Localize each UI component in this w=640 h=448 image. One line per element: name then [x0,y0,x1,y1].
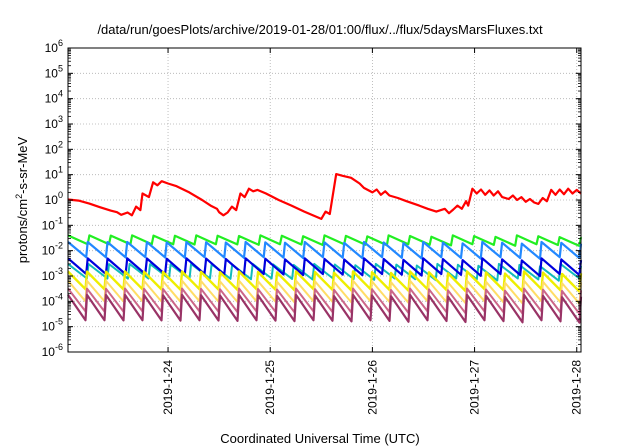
series-line-5 [67,257,583,278]
plot-frame [67,47,582,353]
axis-ticks: 10-6 10-5 10-4 10-3 10-2 10-1 100 101 102 103 104 1… [42,38,584,415]
x-axis-label: Coordinated Universal Time (UTC) [220,431,419,446]
x-tick-label: 2019-1-26 [365,360,379,415]
y-tick-label: 103 [45,114,63,131]
data-series [67,173,583,324]
y-tick-label: 10-6 [42,342,63,359]
y-tick-label: 10-5 [42,317,63,334]
y-tick-label: 10-4 [42,291,63,308]
y-tick-label: 105 [45,63,63,80]
y-axis-label-superscript: 2 [14,194,24,199]
y-axis-label: protons/cm2-s-sr-MeV [14,136,30,263]
y-axis-label-main: protons/cm [15,199,30,263]
y-axis-label-rest: -s-sr-MeV [15,136,30,193]
y-tick-label: 100 [45,190,63,207]
y-tick-label: 10-1 [42,215,63,232]
series-line-3 [67,240,583,260]
series-line-1 [67,173,582,220]
x-tick-label: 2019-1-27 [468,360,482,415]
x-tick-label: 2019-1-24 [161,360,175,415]
y-tick-label: 106 [45,38,63,55]
chart-title: /data/run/goesPlots/archive/2019-01-28/0… [97,22,543,37]
x-tick-label: 2019-1-25 [263,360,277,415]
y-tick-label: 10-3 [42,266,63,283]
y-tick-label: 101 [45,165,63,182]
y-tick-label: 104 [45,89,63,106]
series-line-9 [67,293,583,324]
x-tick-label: 2019-1-28 [570,360,584,415]
y-tick-label: 102 [45,139,63,156]
series-line-2 [67,234,583,247]
y-tick-label: 10-2 [42,241,63,258]
